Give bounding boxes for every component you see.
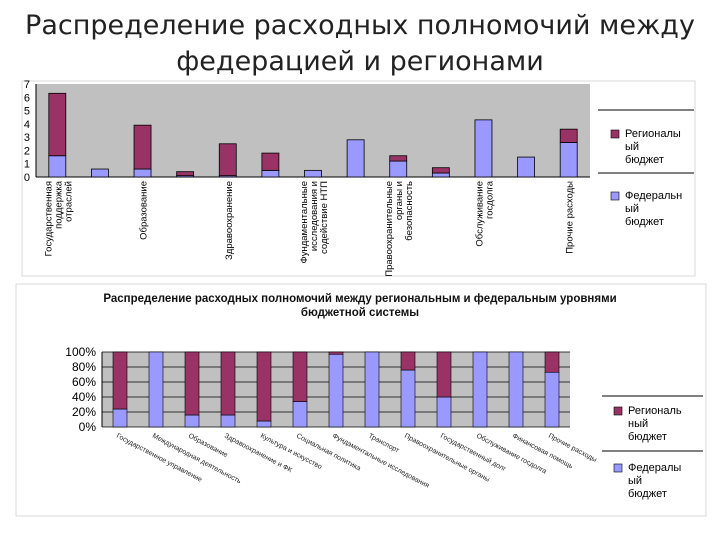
chart-1-x-label-line: поддержка (53, 180, 64, 229)
chart-1-x-label-line: госдолга (484, 180, 495, 219)
chart-2-legend-regional: Региональ ный бюджет (628, 405, 682, 443)
chart-1-y-tick-label: 4 (24, 119, 30, 131)
chart-1-bar-regional (261, 152, 280, 171)
chart-2-bar-federal (148, 351, 164, 428)
chart-2-bar-federal (184, 414, 200, 428)
chart-1-x-label: Фундаментальные исследования и содействие … (299, 181, 330, 264)
chart-1-bar-federal (304, 169, 322, 178)
chart-2-legend-swatch-regional (613, 406, 623, 416)
chart-2-bar-federal (400, 369, 416, 428)
chart-1-x-label-line: отраслей (63, 181, 74, 222)
chart-1-x-label: Здравоохранение (224, 181, 235, 260)
chart-1-legend-federal: Федеральн ый бюджет (625, 190, 682, 228)
chart-2-bar-regional (436, 351, 452, 398)
chart-1-y-tick-label: 5 (24, 106, 30, 118)
chart-1-x-label-line: Обслуживание (474, 181, 485, 247)
chart-2-y-tick-label: 40% (72, 390, 96, 404)
chart-1-x-label-line: органы и (394, 181, 405, 220)
chart-1-x-label-line: Государственная (43, 181, 54, 256)
chart-1-x-label-line: исследования и (309, 181, 320, 251)
slide-title: Распределение расходных полномочий между… (0, 8, 720, 80)
chart-2-bar-federal (472, 351, 488, 428)
chart-2-legend-federal: Федералы ый бюджет (628, 462, 681, 500)
chart-1-bar-regional (431, 167, 450, 174)
chart-1-bar-regional (48, 92, 67, 157)
chart-2-y-tick-label: 80% (72, 360, 96, 374)
chart-1-bar-regional (218, 143, 237, 177)
chart-2-bar-regional (112, 351, 128, 410)
chart-1-y-tick-label: 7 (24, 79, 30, 91)
chart-1-bar-regional (176, 171, 195, 177)
chart-1-bar-federal (91, 168, 109, 178)
chart-2-y-tick-label: 60% (72, 375, 96, 389)
chart-1-x-label-line: содействие НТП (319, 181, 330, 254)
chart-2-bar-regional (400, 351, 416, 371)
chart-2-bar-regional (256, 351, 272, 422)
chart-1-bar-regional (559, 128, 578, 143)
chart-2-bar-federal (328, 353, 344, 428)
chart-2-bar-regional (184, 351, 200, 416)
chart-2-bar-federal (292, 401, 308, 428)
chart-1-y-tick-label: 1 (24, 159, 30, 171)
chart-1-x-label: Обслуживание госдолга (474, 180, 495, 246)
chart-2-bar-federal (220, 414, 236, 428)
chart-2-legend-swatch-federal (613, 463, 623, 473)
chart-2-bar-regional (544, 351, 560, 373)
chart-1-x-label-line: безопасность (404, 181, 415, 241)
chart-1-y-tick-label: 0 (24, 172, 30, 184)
chart-2-bar-regional (220, 351, 236, 416)
chart-1-x-label-line: Прочие расходы (565, 181, 576, 254)
chart-2-y-tick-label: 20% (72, 405, 96, 419)
chart-1-legend-swatch-regional (610, 129, 620, 139)
slide-title-line-1: Распределение расходных полномочий между (25, 10, 695, 41)
chart-2-bar-regional (292, 351, 308, 402)
chart-1-bar-regional (133, 124, 152, 170)
chart-1-x-label: Образование (139, 181, 150, 240)
chart-2-bar-federal (256, 420, 272, 428)
chart-1-plot-area (36, 84, 590, 177)
chart-1-x-label: Государственная поддержка отраслей (43, 180, 74, 256)
chart-1-bar-federal (517, 156, 535, 178)
chart-1-bar-regional (389, 155, 408, 162)
chart-2-bar-federal (436, 396, 452, 428)
chart-1-y-tick-label: 3 (24, 132, 30, 144)
chart-2-title: Распределение расходных полномочий между… (103, 293, 617, 319)
chart-1-y-tick-label: 6 (24, 92, 30, 104)
chart-1-x-label-line: Образование (139, 181, 150, 240)
chart-2-y-tick-label: 0% (79, 420, 97, 434)
chart-1-x-label-line: Фундаментальные (299, 181, 310, 264)
chart-2-y-tick-label: 100% (65, 345, 96, 359)
chart-1-x-label-line: Здравоохранение (224, 181, 235, 260)
chart-1-legend-regional: Регионалы ый бюджет (625, 128, 681, 166)
chart-1-legend-swatch-federal (610, 191, 620, 201)
chart-1-x-label: Прочие расходы (565, 181, 576, 254)
slide-title-line-2: федерацией и регионами (176, 46, 544, 77)
chart-2-bar-federal (508, 351, 524, 428)
chart-1-bar-federal (346, 139, 365, 178)
chart-1-x-label-line: Правоохранительные (384, 181, 395, 277)
chart-1-x-label: Правоохранительные органы и безопасность (384, 181, 415, 277)
chart-2-bar-regional (328, 351, 344, 355)
chart-2-bar-federal (544, 371, 560, 428)
chart-1-y-tick-label: 2 (24, 145, 30, 157)
chart-2-bar-federal (112, 408, 128, 428)
chart-1-bar-federal (474, 119, 493, 178)
chart-2-bar-federal (364, 351, 380, 428)
